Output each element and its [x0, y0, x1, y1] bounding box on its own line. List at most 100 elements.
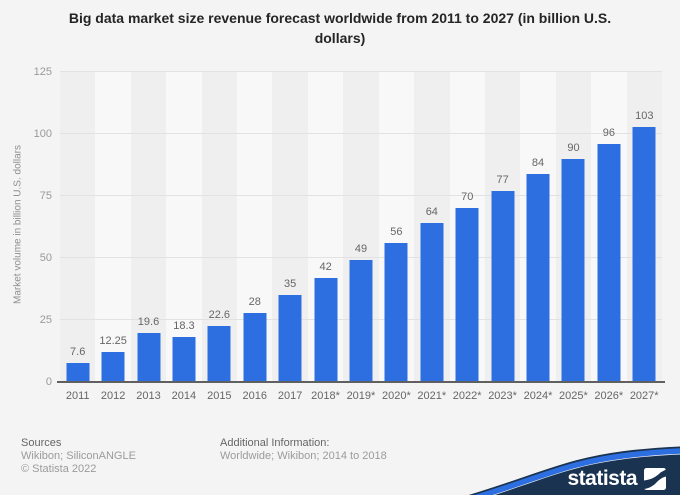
chart-title: Big data market size revenue forecast wo…: [0, 8, 680, 48]
bar-column-2019*: 49: [343, 72, 378, 382]
bar-2017: [278, 295, 302, 382]
bar-column-2011: 7.6: [60, 72, 95, 382]
gridline-100: [60, 133, 662, 134]
x-axis-label-2022*: 2022*: [452, 390, 482, 402]
x-axis-label-2025*: 2025*: [559, 390, 588, 402]
x-axis-label-2013: 2013: [136, 390, 161, 402]
x-axis-line: [57, 381, 665, 383]
plot-stripe-2011: [60, 72, 96, 382]
bar-column-2014: 18.3: [166, 72, 201, 382]
swoosh-blue-band: [474, 448, 680, 495]
statista-logo-link[interactable]: statista: [567, 468, 666, 490]
bar-2012: [101, 351, 125, 382]
x-axis-label-2014: 2014: [171, 390, 197, 402]
additional-info-block: Additional Information: Worldwide; Wikib…: [220, 437, 387, 463]
bar-2024*: [526, 173, 550, 382]
statista-branding: statista: [440, 440, 680, 495]
plot-stripe-2012: [95, 72, 131, 382]
y-tick-label-0: 0: [45, 376, 52, 388]
sources-heading: Sources: [21, 437, 62, 449]
bar-2013: [137, 333, 161, 382]
bar-column-2025*: 90: [556, 72, 591, 382]
plot-stripe-2013: [130, 72, 167, 382]
y-tick-label-50: 50: [39, 252, 52, 264]
y-axis-ticks: 0 25 50 75 100 125: [0, 66, 56, 388]
x-axis-label-2020*: 2020*: [381, 390, 411, 402]
statista-swoosh-graphic: [468, 446, 680, 495]
bar-value-label-2019*: 49: [354, 243, 368, 256]
bar-2014: [172, 336, 196, 382]
x-axis-label-2021*: 2021*: [417, 390, 447, 402]
bar-value-label-2018*: 42: [319, 260, 332, 273]
sources-block: Sources Wikibon; SiliconANGLE © Statista…: [21, 437, 136, 476]
bar-2019*: [349, 260, 373, 382]
x-axis-label-2019*: 2019*: [346, 390, 376, 402]
bar-column-2023*: 77: [485, 72, 520, 382]
bar-2026*: [597, 143, 621, 382]
bar-column-2026*: 96: [591, 72, 626, 382]
y-tick-label-100: 100: [33, 128, 52, 140]
bar-column-2016: 28: [237, 72, 272, 382]
bar-value-label-2012: 12.25: [99, 334, 127, 347]
bar-value-label-2021*: 64: [425, 206, 438, 219]
gridline-50: [60, 257, 662, 258]
copyright-line: © Statista 2022: [21, 463, 97, 475]
bar-2018*: [314, 277, 338, 382]
bar-2022*: [455, 208, 479, 382]
x-axis-label-2026*: 2026*: [594, 390, 624, 402]
bar-column-2020*: 56: [379, 72, 414, 382]
x-axis-label-2018*: 2018*: [311, 390, 340, 402]
plot-area: 7.6 12.25 19.6 18.3 22.6 28 35 42 49 56 64 70 77 84 90…: [57, 71, 665, 383]
bar-2015: [207, 325, 231, 382]
bar-2011: [66, 363, 90, 382]
gridline-125: [60, 71, 662, 72]
y-tick-label-125: 125: [33, 66, 52, 78]
plot-stripe-2014: [166, 72, 202, 382]
bar-column-2022*: 70: [450, 72, 485, 382]
bar-value-label-2025*: 90: [567, 141, 580, 154]
statista-logo-icon: [644, 468, 666, 490]
bar-column-2018*: 42: [308, 72, 343, 382]
sources-line: Wikibon; SiliconANGLE: [21, 450, 136, 462]
bar-value-label-2015: 22.6: [208, 308, 231, 321]
x-axis-label-2012: 2012: [100, 390, 126, 402]
x-axis-label-2023*: 2023*: [488, 390, 517, 402]
y-tick-label-25: 25: [39, 314, 52, 326]
swoosh-navy-fill: [494, 454, 680, 495]
x-axis-label-2024*: 2024*: [523, 390, 553, 402]
bar-value-label-2017: 35: [284, 278, 297, 291]
bar-2023*: [491, 191, 515, 382]
bar-2021*: [420, 223, 444, 382]
x-axis-label-2016: 2016: [242, 390, 267, 402]
bar-value-label-2011: 7.6: [70, 346, 86, 359]
y-tick-label-75: 75: [39, 190, 52, 202]
bar-value-label-2016: 28: [248, 295, 261, 308]
x-axis-label-2027*: 2027*: [629, 390, 659, 402]
bar-value-label-2014: 18.3: [173, 319, 195, 332]
bar-value-label-2013: 19.6: [137, 316, 160, 329]
bar-value-label-2020*: 56: [390, 226, 403, 239]
bar-column-2013: 19.6: [131, 72, 166, 382]
bar-2027*: [632, 126, 656, 382]
x-axis-label-2011: 2011: [65, 390, 90, 402]
bar-value-label-2024*: 84: [531, 156, 545, 169]
bar-column-2021*: 64: [414, 72, 449, 382]
gridline-75: [60, 195, 662, 196]
bar-value-label-2026*: 96: [602, 126, 615, 139]
x-axis-label-2015: 2015: [207, 390, 232, 402]
statista-wordmark: statista: [567, 467, 637, 490]
bar-column-2012: 12.25: [95, 72, 130, 382]
bar-2025*: [561, 158, 585, 382]
additional-info-line: Worldwide; Wikibon; 2014 to 2018: [220, 450, 387, 462]
bar-value-label-2027*: 103: [635, 109, 654, 122]
bar-2020*: [384, 243, 408, 382]
chart-title-text: Big data market size revenue forecast wo…: [68, 10, 612, 46]
swoosh-thin-navy-line: [468, 446, 680, 495]
bar-value-label-2023*: 77: [496, 174, 509, 187]
x-axis-labels: 2011 2012 2013 2014 2015 2016 2017 2018* 2019* 20…: [60, 390, 662, 402]
bar-column-2015: 22.6: [202, 72, 237, 382]
bar-column-2017: 35: [272, 72, 307, 382]
bar-2016: [243, 312, 267, 382]
bar-column-2027*: 103: [627, 72, 662, 382]
